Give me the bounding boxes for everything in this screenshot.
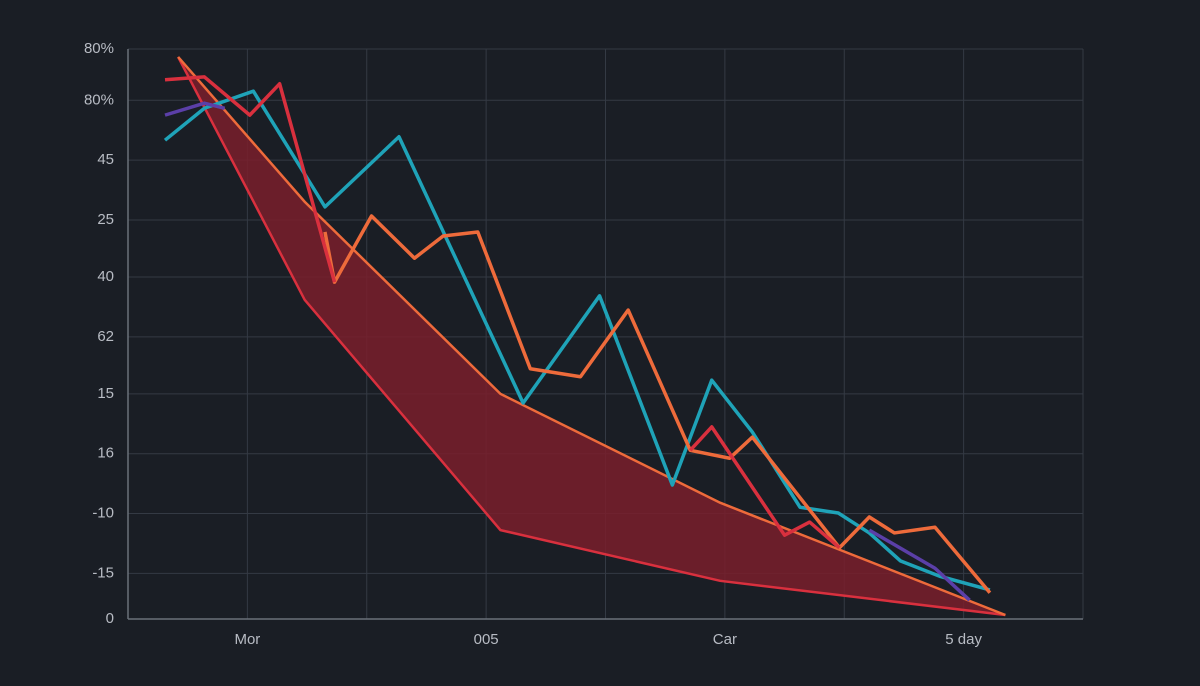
y-tick-label: 25 [97, 211, 114, 228]
x-tick-label: 5 day [945, 631, 982, 648]
y-tick-label: 0 [106, 610, 114, 627]
band-area [178, 56, 1006, 616]
y-tick-label: 15 [97, 385, 114, 402]
series-line [868, 528, 971, 602]
y-tick-label: 40 [97, 268, 114, 285]
x-tick-label: Car [713, 631, 737, 648]
series-line [163, 89, 991, 592]
y-tick-label: 16 [97, 445, 114, 462]
band-lower [177, 56, 1006, 617]
series-line [688, 425, 841, 550]
y-tick-label: -10 [92, 505, 114, 522]
y-tick-label: 80% [84, 40, 114, 57]
y-tick-label: 45 [97, 151, 114, 168]
y-tick-label: -15 [92, 564, 114, 581]
series-line [164, 75, 337, 283]
band-upper [177, 56, 1006, 617]
y-tick-label: 80% [84, 91, 114, 108]
y-tick-label: 62 [97, 328, 114, 345]
series-line [164, 101, 226, 117]
series-line [323, 214, 992, 594]
x-tick-label: Mor [234, 631, 260, 648]
x-tick-label: 005 [474, 631, 499, 648]
